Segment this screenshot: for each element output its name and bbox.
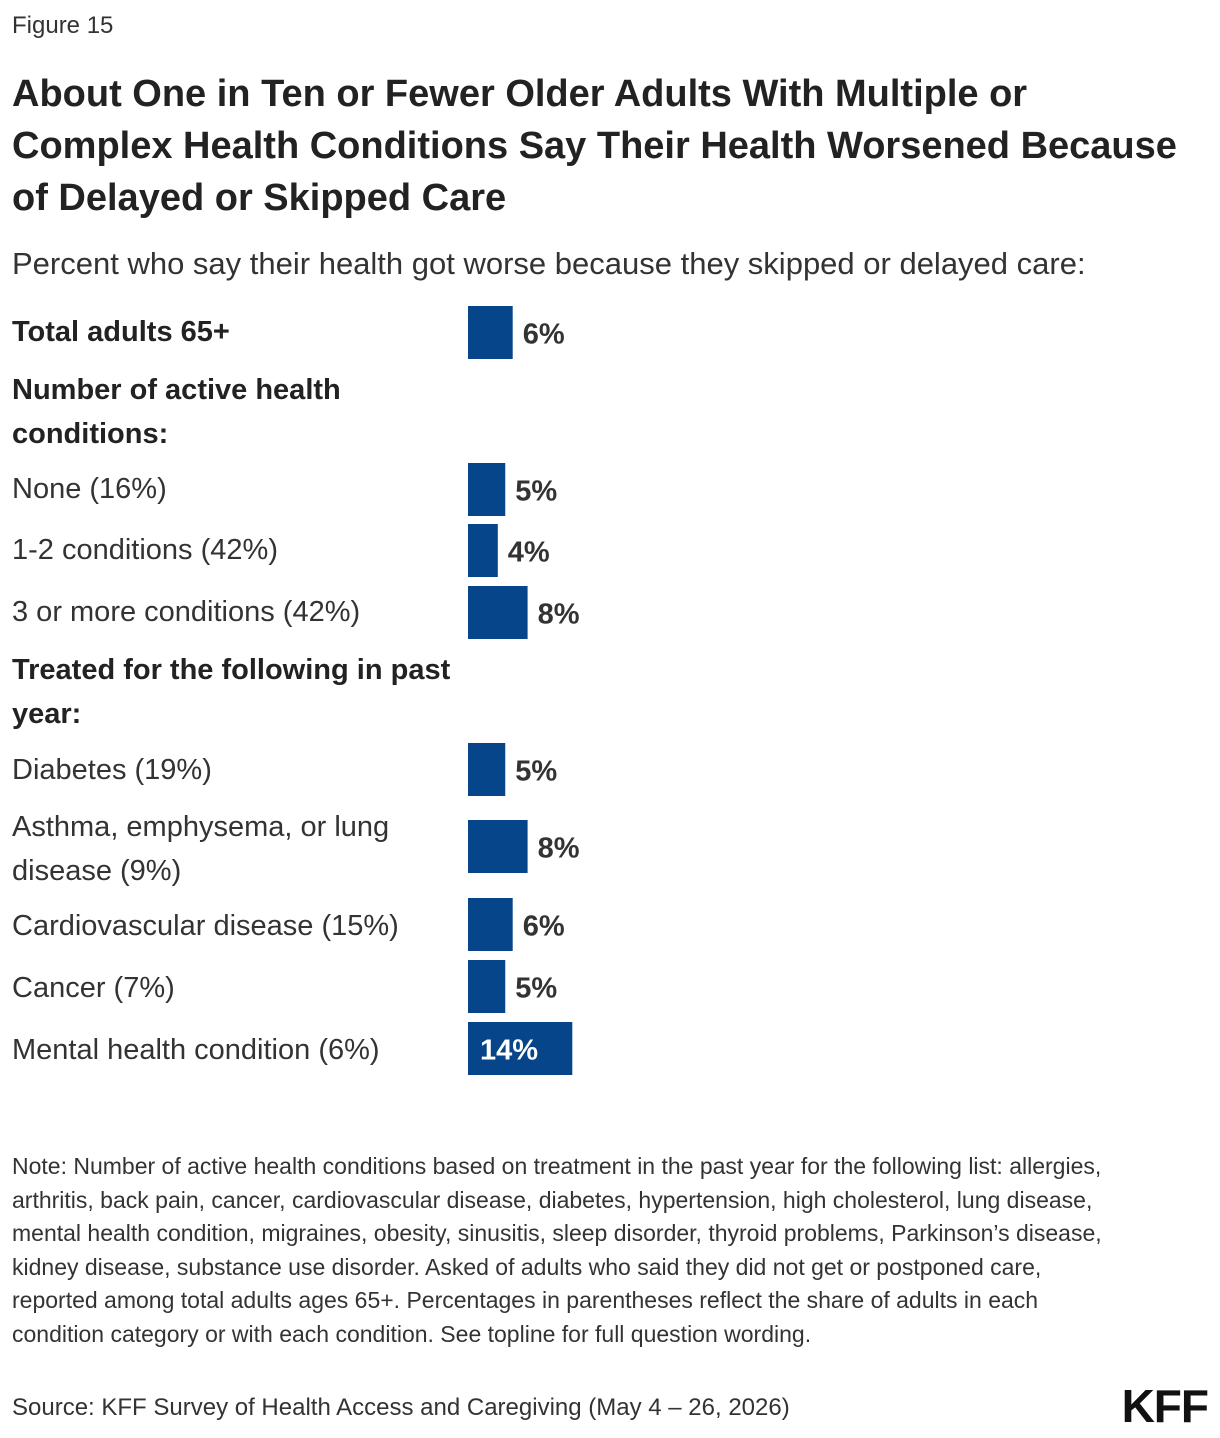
- bar-mental-health: [468, 1022, 573, 1075]
- chart-note: Note: Number of active health conditions…: [12, 1153, 1102, 1347]
- row-label-cancer: Cancer (7%): [12, 972, 175, 1004]
- bar-chart: 6% 5% 4% 8% 5% 8% 6% 5% 14%: [468, 306, 580, 1075]
- row-label-mental-health: Mental health condition (6%): [12, 1034, 380, 1066]
- kff-logo: KFF: [1121, 1380, 1209, 1432]
- row-label-cardiovascular: Cardiovascular disease (15%): [12, 910, 399, 942]
- row-label-diabetes: Diabetes (19%): [12, 754, 212, 786]
- chart-source: Source: KFF Survey of Health Access and …: [12, 1394, 790, 1421]
- group-header-conditions: Number of active health conditions:: [12, 374, 341, 450]
- value-label-3-plus-conditions: 8%: [538, 599, 580, 631]
- bar-cardiovascular: [468, 898, 513, 951]
- row-label-3-plus-conditions: 3 or more conditions (42%): [12, 596, 361, 628]
- bar-3-plus-conditions: [468, 586, 528, 639]
- value-label-cardiovascular: 6%: [523, 911, 565, 943]
- value-label-cancer: 5%: [515, 973, 557, 1005]
- row-label-1-2-conditions: 1-2 conditions (42%): [12, 534, 278, 566]
- value-label-1-2-conditions: 4%: [508, 537, 550, 569]
- row-label-total: Total adults 65+: [12, 316, 230, 348]
- chart-title: About One in Ten or Fewer Older Adults W…: [12, 73, 1177, 219]
- row-label-none: None (16%): [12, 473, 167, 505]
- value-label-mental-health: 14%: [480, 1035, 538, 1067]
- figure-label: Figure 15: [12, 12, 114, 39]
- chart-subtitle: Percent who say their health got worse b…: [12, 246, 1086, 281]
- value-label-diabetes: 5%: [515, 756, 557, 788]
- value-label-total: 6%: [523, 319, 565, 351]
- bar-lung-disease: [468, 820, 528, 873]
- row-label-lung-disease: Asthma, emphysema, or lung disease (9%): [12, 811, 390, 887]
- value-label-none: 5%: [515, 476, 557, 508]
- bar-diabetes: [468, 743, 506, 796]
- bar-1-2-conditions: [468, 524, 498, 577]
- group-header-treated: Treated for the following in past year:: [12, 654, 451, 730]
- value-label-lung-disease: 8%: [538, 833, 580, 865]
- bar-none: [468, 463, 506, 516]
- bar-total: [468, 306, 513, 359]
- bar-cancer: [468, 960, 506, 1013]
